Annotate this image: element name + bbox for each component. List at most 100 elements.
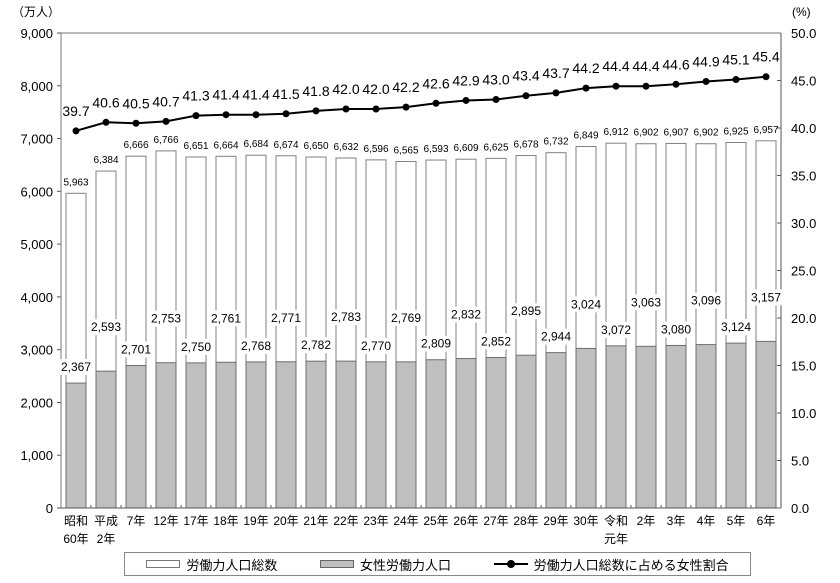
x-category-label: 60年 <box>63 532 88 546</box>
female-value-label: 2,367 <box>61 360 91 374</box>
right-tick-label: 40.0 <box>791 121 816 136</box>
ratio-marker <box>192 112 200 120</box>
female-labor-bar <box>485 356 507 509</box>
ratio-value-label: 42.9 <box>452 72 479 88</box>
ratio-value-label: 43.0 <box>482 72 509 88</box>
female-label-bg <box>358 337 394 354</box>
ratio-value-label: 40.7 <box>152 93 179 109</box>
x-category-label: 19年 <box>243 514 268 528</box>
female-ratio-line <box>75 75 767 132</box>
total-value-label: 6,666 <box>123 140 148 151</box>
female-label-bg <box>298 337 334 354</box>
ratio-value-label: 40.5 <box>122 95 149 111</box>
left-tick-label: 4,000 <box>20 290 53 305</box>
x-category-label: 6年 <box>757 514 776 528</box>
ratio-value-label: 44.6 <box>662 56 689 72</box>
female-value-label: 2,771 <box>271 311 301 325</box>
ratio-marker <box>432 99 440 107</box>
legend: 労働力人口総数 女性労働力人口 労働力人口総数に占める女性割合 <box>124 552 751 576</box>
ratio-marker <box>462 96 470 104</box>
ratio-marker <box>672 80 680 88</box>
x-category-label: 21年 <box>303 514 328 528</box>
total-value-label: 6,596 <box>363 144 388 155</box>
x-category-label: 29年 <box>543 514 568 528</box>
ratio-marker <box>132 119 140 127</box>
female-label-bg <box>688 292 724 309</box>
x-category-label: 26年 <box>453 514 478 528</box>
total-value-label: 6,902 <box>693 128 718 139</box>
legend-label-ratio: 労働力人口総数に占める女性割合 <box>533 558 729 574</box>
ratio-value-label: 44.4 <box>632 58 659 74</box>
ratio-value-label: 42.0 <box>362 81 389 97</box>
female-label-bg <box>328 309 364 326</box>
total-value-label: 6,632 <box>333 142 358 153</box>
female-value-label: 3,096 <box>691 294 721 308</box>
x-category-label: 4年 <box>697 514 716 528</box>
female-labor-bar <box>605 345 627 509</box>
female-value-label: 2,809 <box>421 337 451 351</box>
x-category-label: 2年 <box>637 514 656 528</box>
female-labor-bar <box>425 359 447 509</box>
female-label-bg <box>718 319 754 336</box>
female-labor-bar <box>215 361 237 509</box>
female-labor-bar <box>665 344 687 509</box>
total-value-label: 6,766 <box>153 135 178 146</box>
legend-label-female: 女性労働力人口 <box>359 558 451 574</box>
right-tick-label: 45.0 <box>791 74 816 89</box>
left-tick-label: 7,000 <box>20 132 53 147</box>
total-value-label: 6,902 <box>633 128 658 139</box>
right-tick-label: 30.0 <box>791 216 816 231</box>
left-tick-label: 8,000 <box>20 79 53 94</box>
ratio-value-label: 41.5 <box>272 86 299 102</box>
ratio-marker <box>402 103 410 111</box>
ratio-marker <box>252 111 260 119</box>
female-label-bg <box>268 309 304 326</box>
female-value-label: 3,063 <box>631 295 661 309</box>
female-label-bg <box>508 303 544 320</box>
female-labor-bar <box>305 360 327 509</box>
white-bar-swatch-icon <box>146 560 181 568</box>
female-label-bg <box>748 289 784 306</box>
total-value-label: 6,650 <box>303 141 328 152</box>
x-category-label: 25年 <box>423 514 448 528</box>
ratio-value-label: 41.3 <box>182 88 209 104</box>
ratio-value-label: 43.7 <box>542 65 569 81</box>
female-labor-bar <box>95 370 117 509</box>
female-label-bg <box>178 338 214 355</box>
x-category-label: 24年 <box>393 514 418 528</box>
female-label-bg <box>598 321 634 338</box>
right-tick-label: 0.0 <box>791 501 809 516</box>
total-value-label: 6,684 <box>243 139 268 150</box>
ratio-value-label: 44.4 <box>602 58 629 74</box>
ratio-value-label: 43.4 <box>512 68 539 84</box>
x-category-label: 20年 <box>273 514 298 528</box>
x-category-label: 23年 <box>363 514 388 528</box>
left-axis-unit: （万人） <box>12 5 60 19</box>
female-labor-bar <box>395 361 417 509</box>
ratio-value-label: 40.6 <box>92 94 119 110</box>
ratio-marker <box>342 105 350 113</box>
female-labor-bar <box>635 345 657 509</box>
ratio-value-label: 44.2 <box>572 60 599 76</box>
female-value-label: 2,783 <box>331 310 361 324</box>
female-label-bg <box>658 321 694 338</box>
total-value-label: 6,957 <box>753 125 778 136</box>
total-value-label: 6,925 <box>723 127 748 138</box>
ratio-marker <box>102 118 110 126</box>
female-label-bg <box>208 310 244 327</box>
total-value-label: 5,963 <box>63 177 88 188</box>
female-value-label: 2,750 <box>181 340 211 354</box>
ratio-value-label: 42.0 <box>332 81 359 97</box>
total-value-label: 6,664 <box>213 140 238 151</box>
left-tick-label: 9,000 <box>20 26 53 41</box>
right-tick-label: 20.0 <box>791 311 816 326</box>
female-labor-bar <box>575 347 597 509</box>
female-value-label: 2,768 <box>241 339 271 353</box>
x-category-label: 平成 <box>94 514 118 528</box>
combo-chart: （万人） (%) 0 1,000 2,000 3,000 4,000 5,000 6,000 7,… <box>12 5 816 546</box>
x-category-label: 5年 <box>727 514 746 528</box>
female-labor-bar <box>455 358 477 509</box>
right-tick-label: 5.0 <box>791 454 809 469</box>
total-value-label: 6,849 <box>573 131 598 142</box>
right-tick-label: 15.0 <box>791 359 816 374</box>
